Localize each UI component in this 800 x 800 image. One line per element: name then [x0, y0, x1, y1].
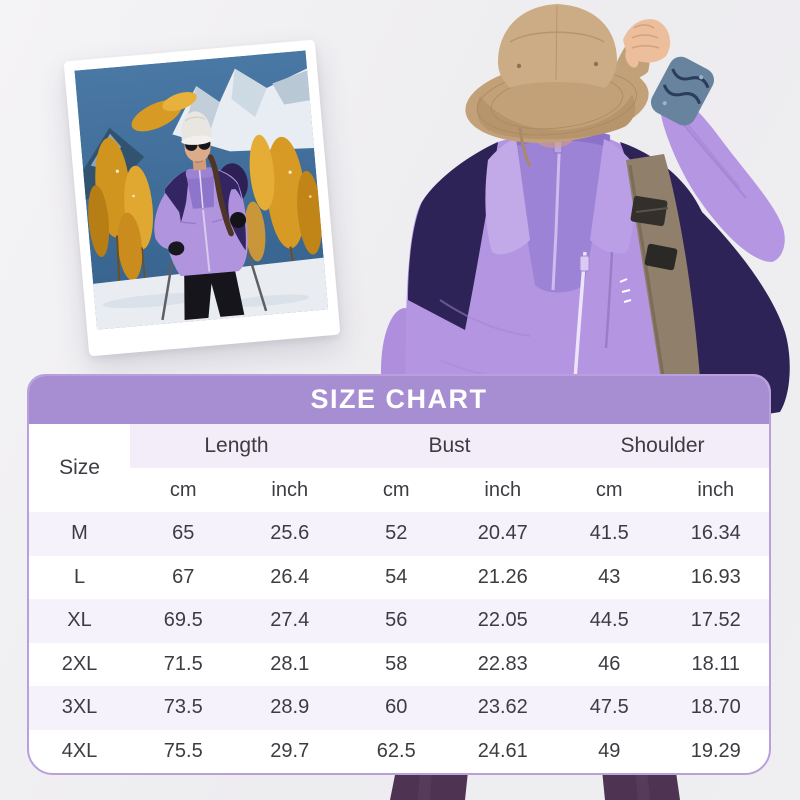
- hand: [623, 19, 671, 68]
- brand-logo: [619, 278, 632, 303]
- value-cell: 16.34: [690, 522, 741, 545]
- column-group-bust: Bust: [343, 424, 556, 468]
- fleece-chest: [526, 232, 594, 293]
- model-photo: [381, 4, 790, 800]
- column-group-length: Length: [130, 424, 343, 468]
- value-cell: 58: [385, 652, 408, 675]
- table-row: XL 69.5 27.4 56 22.05 44.5 17.52: [29, 599, 769, 643]
- size-chart-title: SIZE CHART: [310, 383, 488, 414]
- value-cell: 73.5: [163, 696, 203, 719]
- value-cell: 52: [385, 522, 408, 545]
- value-cell: 20.47: [477, 522, 528, 545]
- ski-photo-illustration: [74, 50, 329, 330]
- snow-ground: [93, 257, 329, 330]
- value-cell: 49: [598, 739, 621, 762]
- value-cell: 54: [385, 565, 408, 588]
- raised-arm: [623, 19, 785, 262]
- value-cell: 44.5: [589, 609, 629, 632]
- chin-strap: [518, 127, 532, 167]
- larch-trees: [88, 92, 323, 294]
- value-cell: 21.26: [477, 565, 528, 588]
- value-cell: 19.29: [690, 739, 741, 762]
- table-row: M 65 25.6 52 20.47 41.5 16.34: [29, 512, 769, 556]
- skier: [154, 111, 268, 321]
- value-cell: 29.7: [270, 739, 310, 762]
- value-cell: 41.5: [589, 522, 629, 545]
- value-cell: 24.61: [477, 739, 528, 762]
- value-cell: 26.4: [270, 565, 310, 588]
- skier-glove-right: [230, 211, 247, 228]
- size-cell: 2XL: [61, 652, 98, 675]
- unit-length-inch: inch: [271, 478, 309, 501]
- unit-shoulder-cm: cm: [595, 478, 623, 501]
- polaroid-photo: [63, 39, 341, 357]
- value-cell: 60: [385, 696, 408, 719]
- unit-bust-cm: cm: [382, 478, 410, 501]
- table-row: 2XL 71.5 28.1 58 22.83 46 18.11: [29, 643, 769, 687]
- value-cell: 22.83: [477, 652, 528, 675]
- value-cell: 18.11: [691, 652, 741, 675]
- table-row: 4XL 75.5 29.7 62.5 24.61 49 19.29: [29, 730, 769, 774]
- value-cell: 28.9: [270, 696, 310, 719]
- lapel-right: [590, 139, 635, 254]
- value-cell: 56: [385, 609, 408, 632]
- size-cell: 4XL: [61, 739, 98, 762]
- column-header-size: Size: [59, 456, 100, 479]
- value-cell: 67: [172, 565, 195, 588]
- value-cell: 43: [598, 565, 621, 588]
- hat-crown: [498, 4, 617, 88]
- table-row: L 67 26.4 54 21.26 43 16.93: [29, 556, 769, 600]
- skier-pants: [184, 265, 245, 320]
- skier-braid: [207, 154, 234, 237]
- size-cell: XL: [67, 609, 92, 632]
- value-cell: 17.52: [690, 609, 741, 632]
- blue-cuff: [650, 56, 714, 126]
- value-cell: 75.5: [163, 739, 203, 762]
- value-cell: 47.5: [589, 696, 629, 719]
- size-chart-header: SIZE CHART: [29, 376, 769, 424]
- value-cell: 18.70: [690, 696, 741, 719]
- size-chart: SIZE CHART Length Bust Shoulder cm inch …: [27, 374, 771, 775]
- value-cell: 71.5: [163, 652, 203, 675]
- size-table-body: M 65 25.6 52 20.47 41.5 16.34 L 67 26.4 54 21.26 43 1…: [29, 512, 769, 773]
- value-cell: 69.5: [163, 609, 203, 632]
- value-cell: 22.05: [477, 609, 528, 632]
- value-cell: 23.62: [477, 696, 528, 719]
- skier-arm-left: [154, 193, 182, 250]
- bucket-hat: [465, 4, 650, 167]
- collar-fleece: [509, 128, 611, 232]
- table-row: 3XL 73.5 28.9 60 23.62 47.5 18.70: [29, 686, 769, 730]
- lapel-left: [485, 138, 530, 255]
- value-cell: 62.5: [376, 739, 416, 762]
- unit-shoulder-inch: inch: [697, 478, 735, 501]
- unit-bust-inch: inch: [484, 478, 522, 501]
- size-cell: L: [73, 565, 86, 588]
- chest-pocket-zip: [604, 251, 614, 349]
- size-cell: 3XL: [61, 696, 98, 719]
- value-cell: 46: [598, 652, 621, 675]
- value-cell: 27.4: [270, 609, 310, 632]
- value-cell: 16.93: [690, 565, 741, 588]
- size-table: Length Bust Shoulder cm inch cm inch cm …: [29, 424, 769, 773]
- value-cell: 25.6: [270, 522, 310, 545]
- skier-glove-left: [168, 241, 185, 256]
- shoulder-panel-left: [408, 142, 498, 330]
- size-cell: M: [71, 522, 88, 545]
- size-table-head: Length Bust Shoulder cm inch cm inch cm …: [29, 424, 769, 512]
- column-group-shoulder: Shoulder: [556, 424, 769, 468]
- value-cell: 65: [172, 522, 195, 545]
- value-cell: 28.1: [270, 652, 310, 675]
- unit-length-cm: cm: [169, 478, 197, 501]
- skier-fleece: [185, 170, 214, 209]
